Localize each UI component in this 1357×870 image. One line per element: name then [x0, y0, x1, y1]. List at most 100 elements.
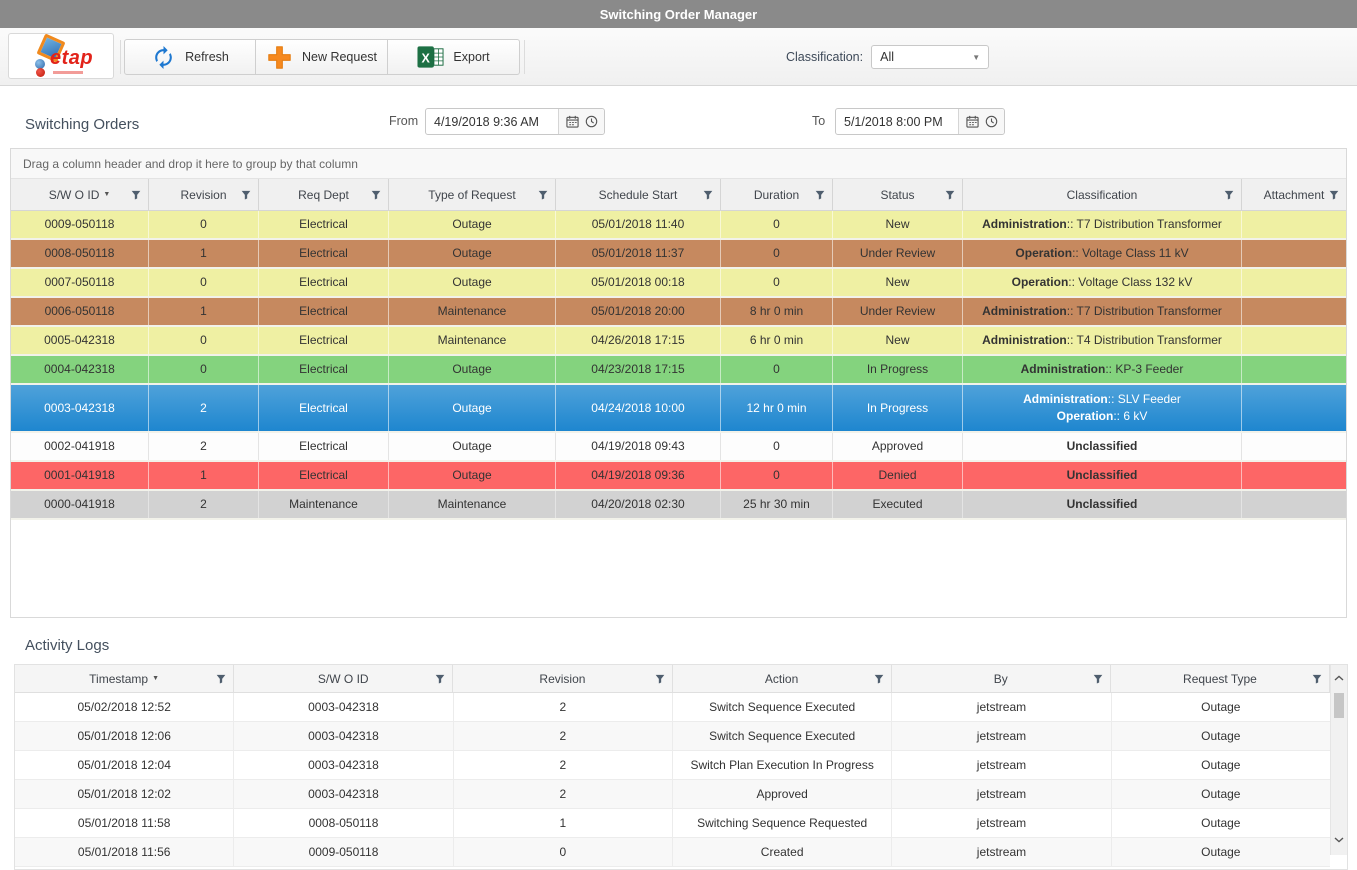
activity-log-row[interactable]: 05/01/2018 11:560009-0501180Createdjetst…	[15, 838, 1330, 867]
new-request-button[interactable]: New Request	[256, 39, 388, 75]
cell-classification: Administration:: KP-3 Feeder	[963, 356, 1242, 383]
col-header-timestamp[interactable]: Timestamp▼	[15, 665, 234, 692]
activity-log-row[interactable]: 05/01/2018 12:040003-0423182Switch Plan …	[15, 751, 1330, 780]
col-header-label: Request Type	[1183, 672, 1257, 686]
scrollbar-thumb[interactable]	[1334, 693, 1344, 718]
order-row[interactable]: 0003-0423182ElectricalOutage04/24/2018 1…	[11, 385, 1346, 433]
cell-req-dept: Electrical	[259, 240, 389, 267]
export-button-label: Export	[453, 50, 489, 64]
calendar-icon[interactable]	[566, 115, 579, 128]
order-row[interactable]: 0008-0501181ElectricalOutage05/01/2018 1…	[11, 240, 1346, 269]
col-header-revision[interactable]: Revision	[453, 665, 672, 692]
col-header-label: Duration	[754, 188, 799, 202]
switching-orders-title: Switching Orders	[25, 116, 139, 133]
cell-req-dept: Electrical	[259, 385, 389, 431]
filter-icon[interactable]	[874, 673, 884, 684]
cell-action: Switch Plan Execution In Progress	[673, 751, 892, 779]
filter-icon[interactable]	[703, 189, 713, 200]
filter-icon[interactable]	[371, 189, 381, 200]
cell-attachment	[1242, 385, 1346, 431]
cell-req-dept: Maintenance	[259, 491, 389, 518]
order-row[interactable]: 0006-0501181ElectricalMaintenance05/01/2…	[11, 298, 1346, 327]
from-date-input[interactable]	[426, 109, 558, 134]
filter-icon[interactable]	[1329, 189, 1339, 200]
order-row[interactable]: 0002-0419182ElectricalOutage04/19/2018 0…	[11, 433, 1346, 462]
cell-attachment	[1242, 433, 1346, 460]
filter-icon[interactable]	[538, 189, 548, 200]
filter-icon[interactable]	[241, 189, 251, 200]
col-header-attachment[interactable]: Attachment	[1242, 179, 1346, 210]
col-header-status[interactable]: Status	[833, 179, 963, 210]
order-row[interactable]: 0004-0423180ElectricalOutage04/23/2018 1…	[11, 356, 1346, 385]
clock-icon[interactable]	[985, 115, 998, 128]
col-header-type-of-request[interactable]: Type of Request	[389, 179, 556, 210]
cell-by: jetstream	[892, 722, 1111, 750]
cell-status: New	[833, 327, 963, 354]
etap-logo-tagline	[53, 71, 83, 74]
filter-icon[interactable]	[1224, 189, 1234, 200]
col-header-schedule-start[interactable]: Schedule Start	[556, 179, 721, 210]
scroll-down-button[interactable]	[1333, 833, 1345, 847]
filter-icon[interactable]	[435, 673, 445, 684]
cell-request-type: Outage	[1112, 809, 1330, 837]
clock-icon[interactable]	[585, 115, 598, 128]
col-header-request-type[interactable]: Request Type	[1111, 665, 1330, 692]
order-row[interactable]: 0001-0419181ElectricalOutage04/19/2018 0…	[11, 462, 1346, 491]
col-header-by[interactable]: By	[892, 665, 1111, 692]
from-date-icons[interactable]	[558, 109, 604, 134]
group-by-dropzone[interactable]: Drag a column header and drop it here to…	[11, 149, 1346, 179]
cell-schedule-start: 05/01/2018 20:00	[556, 298, 721, 325]
svg-text:X: X	[422, 51, 431, 65]
order-row[interactable]: 0000-0419182MaintenanceMaintenance04/20/…	[11, 491, 1346, 520]
vertical-scrollbar[interactable]	[1330, 665, 1347, 855]
col-header-req-dept[interactable]: Req Dept	[259, 179, 389, 210]
refresh-button[interactable]: Refresh	[124, 39, 256, 75]
col-header-label: Attachment	[1264, 188, 1325, 202]
cell-revision: 1	[149, 240, 259, 267]
cell-schedule-start: 04/24/2018 10:00	[556, 385, 721, 431]
col-header-swo-id[interactable]: S/W O ID	[234, 665, 453, 692]
col-header-duration[interactable]: Duration	[721, 179, 833, 210]
scroll-up-button[interactable]	[1333, 671, 1345, 685]
cell-status: Approved	[833, 433, 963, 460]
activity-log-row[interactable]: 05/02/2018 12:520003-0423182Switch Seque…	[15, 693, 1330, 722]
filter-icon[interactable]	[1093, 673, 1103, 684]
cell-by: jetstream	[892, 809, 1111, 837]
col-header-action[interactable]: Action	[673, 665, 892, 692]
to-date-input[interactable]	[836, 109, 958, 134]
to-date-icons[interactable]	[958, 109, 1004, 134]
order-row[interactable]: 0005-0423180ElectricalMaintenance04/26/2…	[11, 327, 1346, 356]
group-by-hint: Drag a column header and drop it here to…	[23, 157, 358, 171]
classification-select[interactable]: All ▼	[871, 45, 989, 69]
order-row[interactable]: 0007-0501180ElectricalOutage05/01/2018 0…	[11, 269, 1346, 298]
etap-logo-button[interactable]: etap	[8, 33, 114, 79]
activity-log-row[interactable]: 05/01/2018 11:580008-0501181Switching Se…	[15, 809, 1330, 838]
col-header-label: Revision	[539, 672, 585, 686]
cell-timestamp: 05/01/2018 11:58	[15, 809, 234, 837]
cell-swo-id: 0003-042318	[11, 385, 149, 431]
filter-icon[interactable]	[655, 673, 665, 684]
cell-by: jetstream	[892, 838, 1111, 866]
order-row[interactable]: 0009-0501180ElectricalOutage05/01/2018 1…	[11, 211, 1346, 240]
cell-type-of-request: Outage	[389, 462, 556, 489]
export-button[interactable]: X Export	[388, 39, 520, 75]
filter-icon[interactable]	[945, 189, 955, 200]
activity-log-row[interactable]: 05/01/2018 12:060003-0423182Switch Seque…	[15, 722, 1330, 751]
cell-req-dept: Electrical	[259, 211, 389, 238]
filter-icon[interactable]	[216, 673, 226, 684]
col-header-revision[interactable]: Revision	[149, 179, 259, 210]
filter-icon[interactable]	[815, 189, 825, 200]
col-header-classification[interactable]: Classification	[963, 179, 1242, 210]
cell-attachment	[1242, 298, 1346, 325]
activity-log-row[interactable]: 05/01/2018 12:020003-0423182Approvedjets…	[15, 780, 1330, 809]
col-header-swo-id[interactable]: S/W O ID▼	[11, 179, 149, 210]
cell-duration: 0	[721, 240, 833, 267]
calendar-icon[interactable]	[966, 115, 979, 128]
cell-attachment	[1242, 211, 1346, 238]
cell-revision: 2	[149, 491, 259, 518]
filter-icon[interactable]	[131, 189, 141, 200]
cell-swo-id: 0003-042318	[234, 751, 453, 779]
sort-desc-icon: ▼	[103, 191, 110, 198]
filter-icon[interactable]	[1312, 673, 1322, 684]
plus-icon	[266, 44, 293, 71]
